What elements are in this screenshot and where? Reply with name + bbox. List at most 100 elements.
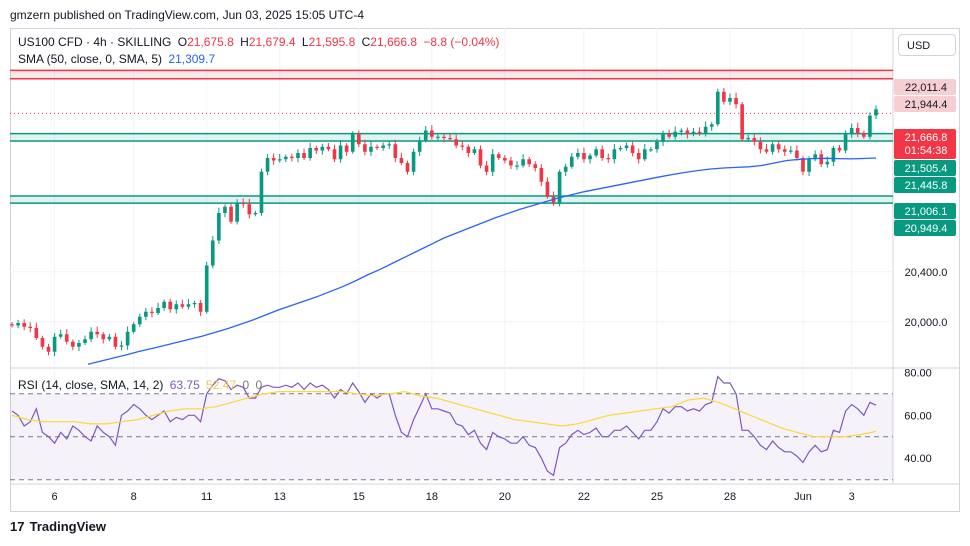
- candle: [752, 134, 757, 146]
- rsi-label[interactable]: RSI (14, close, SMA, 14, 2): [18, 378, 164, 392]
- rsi-ma-value: 52.47: [206, 378, 237, 392]
- candle: [673, 126, 678, 140]
- svg-text:21,505.4: 21,505.4: [905, 163, 948, 175]
- candle: [369, 141, 373, 156]
- current-price-label: 21,666.801:54:38: [894, 129, 956, 159]
- support-2-top-label: 21,006.1: [894, 203, 956, 219]
- candle: [795, 145, 799, 161]
- x-tick-label: 13: [274, 491, 286, 503]
- candle: [381, 142, 385, 151]
- candle: [314, 145, 319, 154]
- candle: [137, 313, 142, 327]
- candle: [715, 88, 720, 127]
- candle: [849, 123, 854, 138]
- rsi-value: 63.75: [169, 378, 200, 392]
- candle: [174, 300, 179, 314]
- candle: [691, 128, 696, 137]
- candle: [649, 147, 653, 152]
- candle: [277, 154, 282, 163]
- tradingview-logo-icon: 17: [10, 519, 25, 534]
- candle: [484, 161, 489, 176]
- candle: [448, 134, 452, 142]
- candle: [217, 207, 221, 244]
- svg-text:21,944.4: 21,944.4: [905, 99, 948, 111]
- candle: [600, 145, 605, 161]
- candle: [709, 122, 714, 131]
- candle: [862, 130, 866, 139]
- candle: [813, 150, 817, 162]
- candle: [618, 145, 623, 152]
- candle: [478, 145, 483, 169]
- footer-brand-text: TradingView: [29, 519, 106, 534]
- candle: [302, 148, 306, 160]
- candle: [64, 329, 69, 345]
- currency-button[interactable]: USD: [898, 34, 956, 56]
- candle: [533, 161, 538, 172]
- candle: [472, 146, 477, 155]
- candle: [71, 339, 75, 351]
- support-1-bottom-label: 21,445.8: [894, 177, 956, 193]
- candle: [387, 140, 392, 149]
- candle: [855, 122, 860, 138]
- candle: [454, 134, 458, 149]
- candle: [430, 125, 434, 140]
- candle: [667, 129, 671, 139]
- candle: [436, 134, 440, 141]
- symbol-label[interactable]: US100 CFD · 4h · SKILLING: [18, 35, 172, 49]
- candle: [417, 136, 422, 156]
- close-value: 21,666.8: [370, 35, 418, 49]
- candle: [119, 341, 124, 351]
- x-tick-label: 15: [353, 491, 365, 503]
- x-tick-label: 28: [724, 491, 736, 503]
- candle: [569, 153, 574, 169]
- published-header: gmzern published on TradingView.com, Jun…: [10, 8, 364, 22]
- y-tick-label: 20,000.0: [905, 317, 948, 329]
- candle: [40, 335, 45, 350]
- resistance-top-label: 22,011.4: [894, 79, 956, 95]
- candle: [283, 154, 288, 162]
- candle: [582, 147, 586, 163]
- x-tick-label: 11: [201, 491, 212, 503]
- candle: [326, 143, 331, 152]
- candle: [770, 142, 775, 155]
- candle: [545, 177, 550, 199]
- sma-label[interactable]: SMA (50, close, 0, SMA, 5): [18, 52, 163, 66]
- candle: [515, 161, 519, 170]
- candle: [308, 142, 312, 161]
- rsi-ma-line: [11, 390, 877, 438]
- candle: [16, 320, 20, 329]
- price-legend: US100 CFD · 4h · SKILLING O21,675.8 H21,…: [18, 35, 502, 49]
- candle: [496, 152, 501, 160]
- candle: [180, 299, 185, 309]
- candle: [399, 152, 404, 165]
- support-1-top-label: 21,505.4: [894, 160, 956, 176]
- svg-text:01:54:38: 01:54:38: [905, 145, 948, 157]
- candle: [259, 168, 264, 216]
- sma-value: 21,309.7: [168, 52, 216, 66]
- candle: [241, 198, 246, 208]
- candle: [746, 135, 751, 142]
- candle: [521, 154, 525, 168]
- candle: [563, 163, 568, 176]
- x-tick-label: 22: [578, 491, 590, 503]
- candle: [192, 300, 197, 308]
- candle: [144, 308, 148, 321]
- svg-text:21,445.8: 21,445.8: [905, 180, 948, 192]
- change-value: −8.8 (−0.04%): [423, 35, 500, 49]
- candle: [594, 146, 598, 158]
- candle: [198, 300, 203, 316]
- candle: [588, 153, 592, 164]
- chart-frame: [10, 28, 960, 512]
- candle: [186, 299, 191, 310]
- footer-brand: 17 TradingView: [10, 519, 106, 534]
- candle: [734, 92, 738, 109]
- candle: [156, 302, 160, 315]
- x-tick-label: Jun: [794, 491, 812, 503]
- support-2-bottom-label: 20,949.4: [894, 220, 956, 236]
- x-tick-label: 25: [651, 491, 663, 503]
- high-value: 21,679.4: [248, 35, 296, 49]
- candle: [576, 148, 580, 160]
- candle: [782, 145, 787, 156]
- rsi-value-4: 0: [255, 378, 263, 392]
